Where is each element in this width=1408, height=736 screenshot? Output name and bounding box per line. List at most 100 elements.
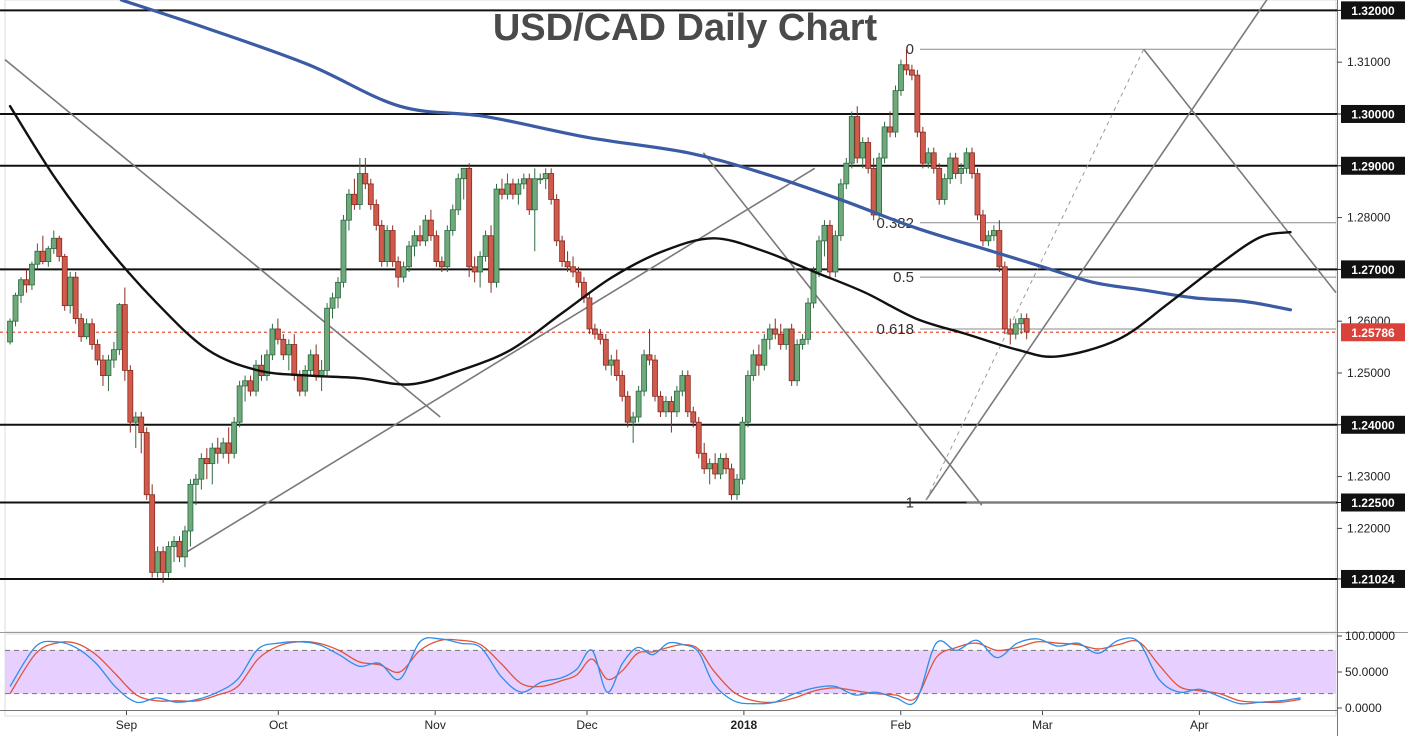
candle-body [192,478,199,485]
x-tick-label: 2018 [731,718,758,732]
candle-body [865,142,872,169]
candle-body [433,235,440,263]
candle-body [613,359,620,376]
candle-body [641,354,647,392]
current-price-box [1341,323,1405,342]
candle-body [466,167,473,268]
candle-body [952,157,959,174]
candle-body [827,224,833,273]
price-level-box [1341,1,1405,20]
oscillator-band [5,650,1336,694]
oscillator-y-tick-label: 50.0000 [1345,665,1389,679]
candle-body [471,266,478,273]
candle-body [777,333,784,345]
candle-body [537,178,544,181]
candle-body [395,261,402,278]
price-level-box [1341,415,1405,434]
candle-body [816,240,822,273]
candle-body [657,395,664,413]
oscillator-d-line [9,638,1301,704]
candle-body [854,116,861,159]
candle-body [242,380,248,387]
candle-body [61,256,68,307]
candle-body [520,178,527,185]
y-tick-label: 1.23000 [1347,470,1391,484]
x-tick-label: Mar [1032,718,1053,732]
candle-body [591,328,598,335]
x-tick-label: Oct [269,718,288,732]
price-level-label: 1.27000 [1351,263,1395,277]
candle-body [712,463,719,475]
candle-body [684,375,691,413]
candle-body [936,167,943,200]
candle-body [149,494,156,573]
trendline [925,0,1268,501]
candle-body [438,261,445,268]
moving-averages-layer [8,0,1293,386]
candle-body [679,375,686,392]
candle-body [794,344,801,382]
candle-body [138,416,145,433]
candle-body [1001,266,1008,330]
candle-body [324,307,330,371]
candle-body [50,237,57,250]
candle-body [356,173,363,206]
trendline [4,58,441,418]
trendlines-layer [4,0,1337,553]
candle-body [980,214,986,242]
candle-body [171,540,177,547]
moving-average-ma200 [119,0,1293,312]
candle-body [444,230,451,268]
candle-body [378,224,385,263]
candle-body [723,458,729,470]
candle-body [876,157,883,216]
candle-body [941,178,948,200]
candle-body [253,364,259,392]
candle-body [531,178,538,211]
candle-body [958,167,964,174]
candle-body [313,354,320,376]
candle-body [477,256,484,273]
candle-body [602,338,609,366]
trendline [1143,48,1337,294]
candle-body [116,304,123,351]
candle-body [499,188,505,195]
candle-body [701,452,708,470]
candle-body [510,183,516,195]
candle-body [1018,318,1025,325]
candle-body [914,74,921,133]
oscillator-y-tick-label: 100.0000 [1345,629,1395,643]
candle-body [652,359,658,397]
candle-body [892,90,899,133]
candle-body [663,401,669,413]
candle-body [18,279,24,296]
y-tick-label: 1.25000 [1347,366,1391,380]
candle-body [182,530,188,558]
candle-body [947,157,954,180]
candle-body [673,390,680,413]
candle-body [160,551,167,573]
candle-body [384,230,391,263]
candle-body [646,354,653,361]
trendline [702,152,983,506]
candle-body [225,442,232,454]
candle-body [373,204,380,226]
candle-body [799,338,806,345]
candle-body [619,375,626,397]
candle-body [624,395,631,423]
candle-body [870,167,877,216]
candle-body [100,359,106,376]
candle-body [564,261,571,268]
candle-body [214,447,221,454]
candle-body [154,551,161,573]
candle-body [132,416,139,423]
candle-body [351,193,358,206]
price-level-label: 1.22500 [1351,496,1395,510]
price-level-label: 1.30000 [1351,107,1395,121]
candle-body [996,230,1003,268]
candle-body [575,271,582,283]
candle-body [548,173,555,200]
candle-body [1012,323,1019,335]
